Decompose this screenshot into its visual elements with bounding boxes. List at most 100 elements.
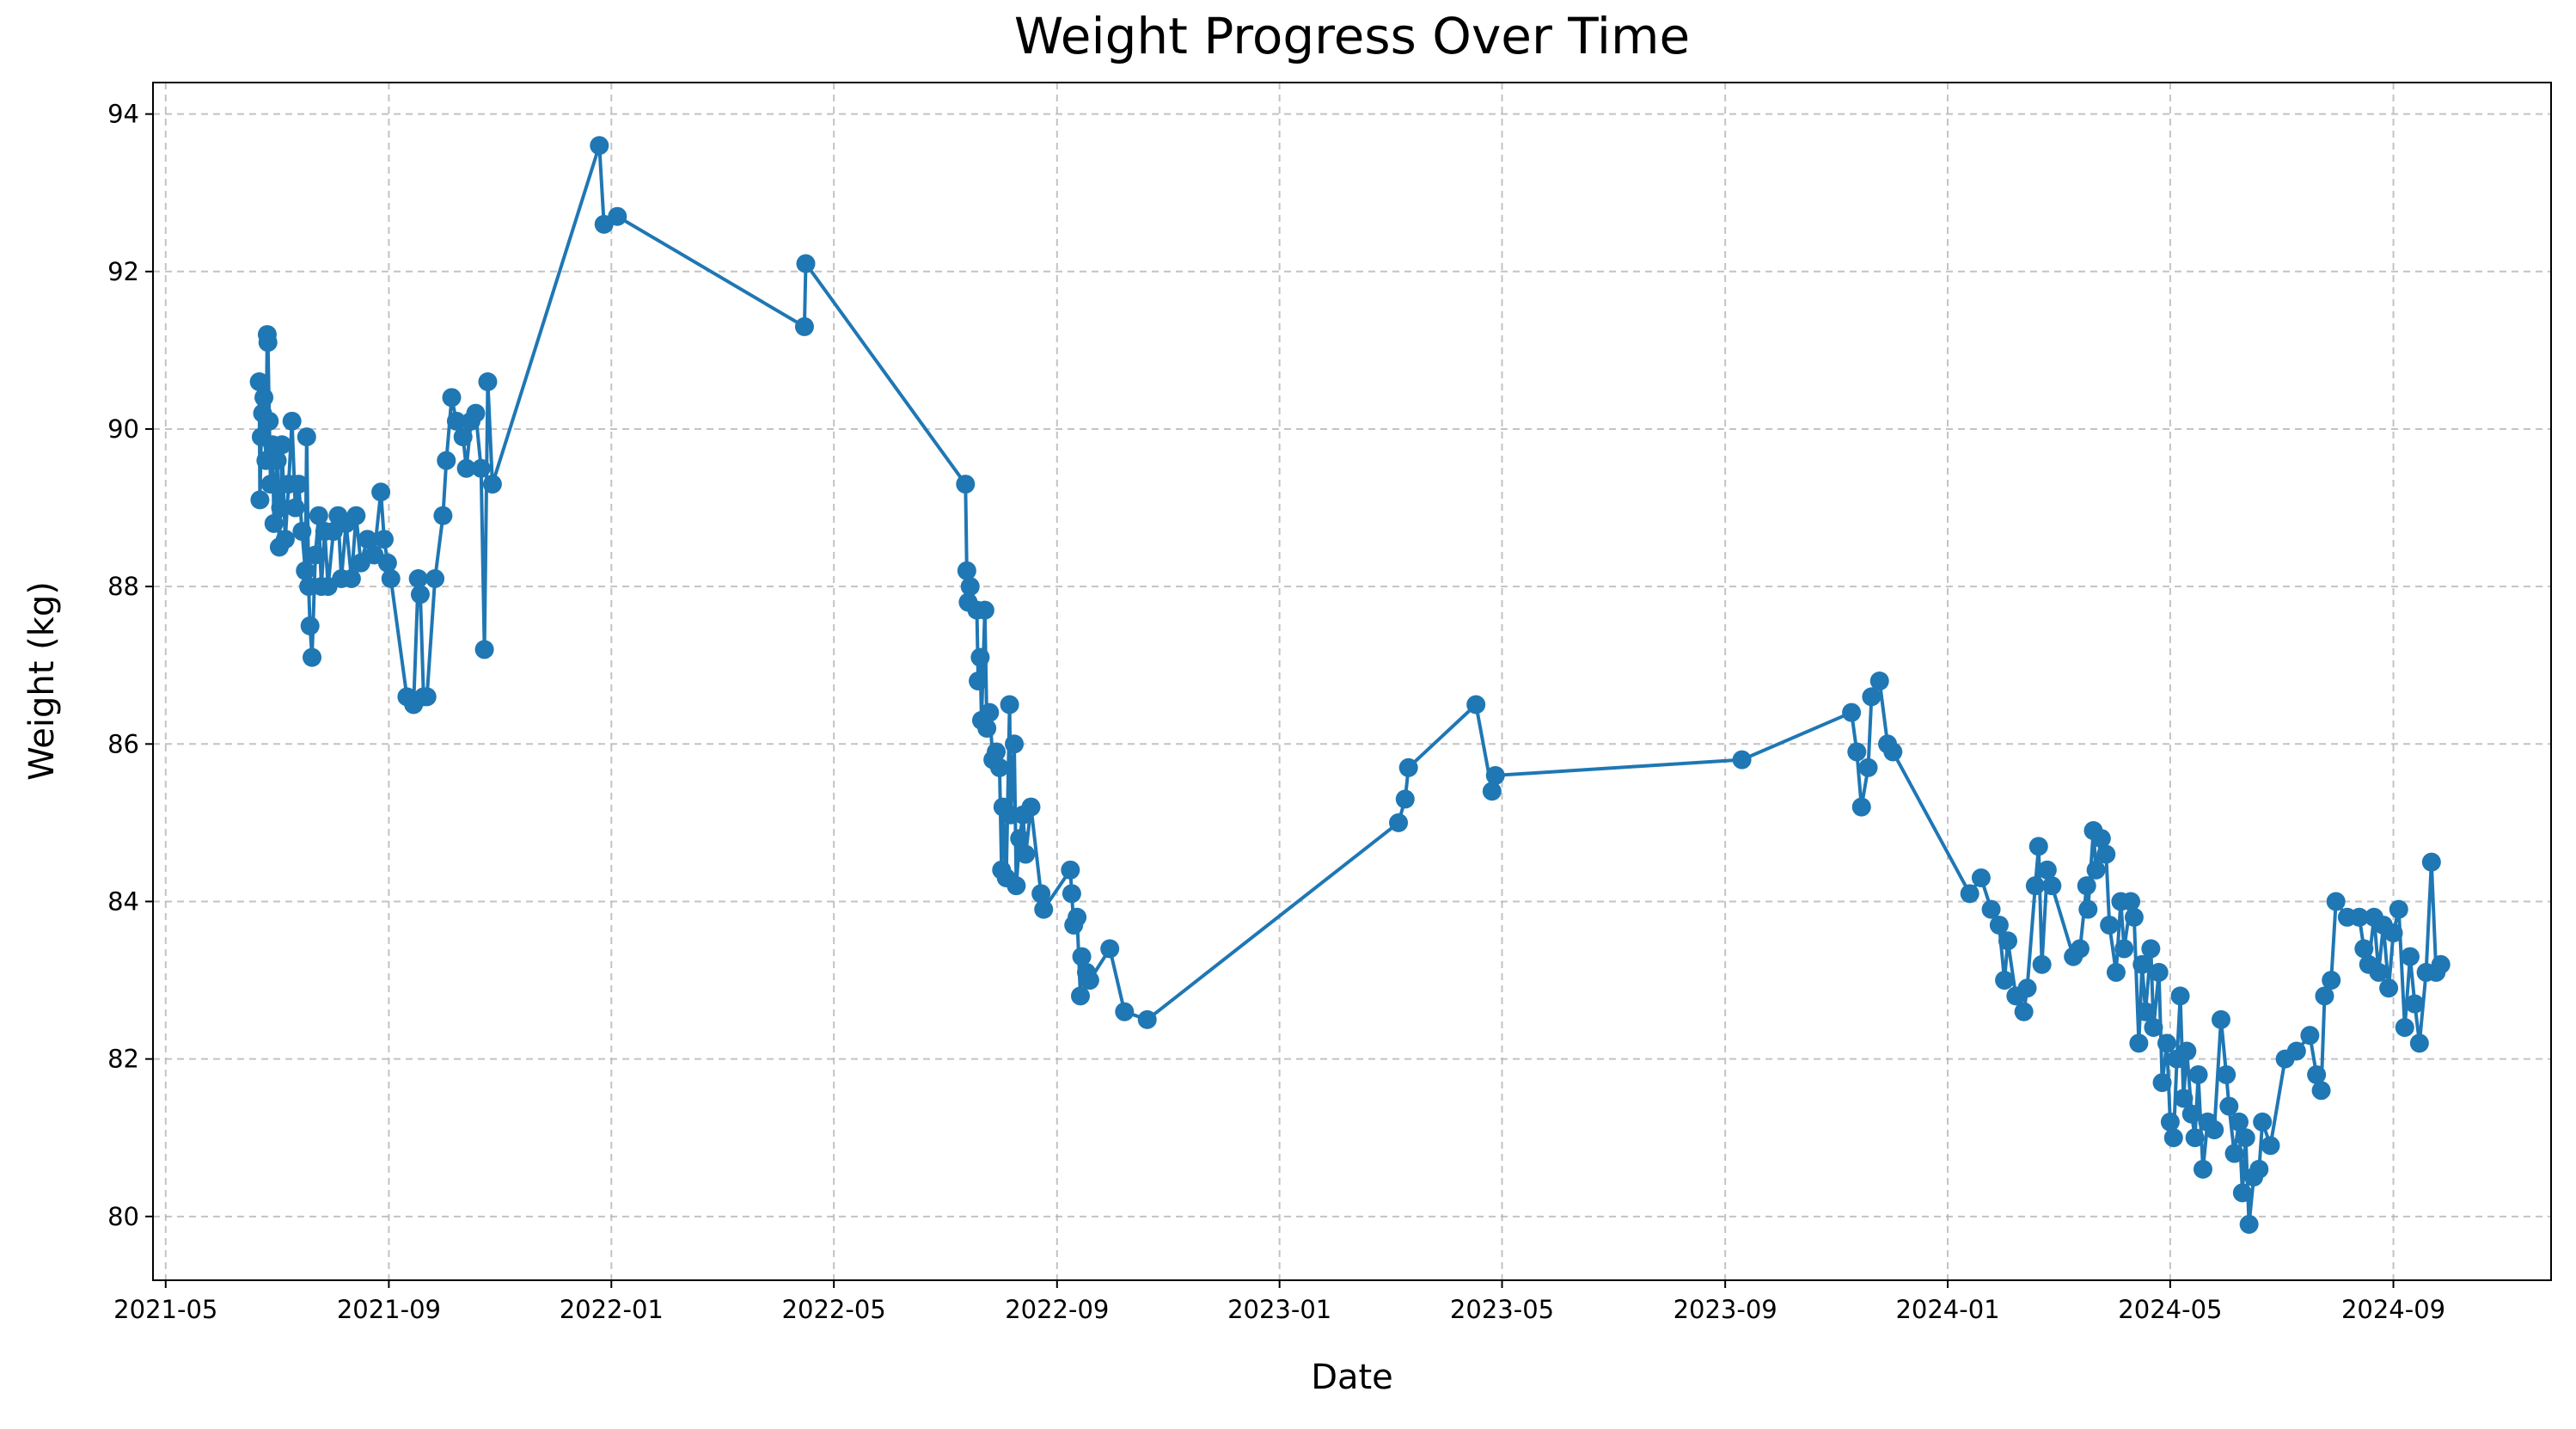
- data-point: [289, 475, 309, 494]
- data-point: [260, 475, 280, 494]
- data-point: [2152, 1073, 2172, 1093]
- data-point: [2249, 1159, 2269, 1179]
- data-point: [2136, 1002, 2156, 1021]
- data-point: [346, 506, 366, 525]
- data-point: [1998, 931, 2017, 951]
- x-tick-label: 2024-09: [2341, 1295, 2445, 1324]
- data-point: [2132, 954, 2152, 974]
- data-point: [1971, 868, 1991, 888]
- chart-title: Weight Progress Over Time: [1014, 7, 1690, 65]
- y-tick-label: 92: [107, 257, 139, 286]
- data-point: [260, 411, 279, 431]
- data-point: [408, 568, 428, 588]
- data-point: [377, 553, 397, 573]
- data-point: [1062, 884, 1081, 904]
- data-point: [1005, 734, 1025, 754]
- data-point: [608, 206, 627, 226]
- data-point: [1960, 884, 1979, 904]
- data-point: [1395, 789, 1415, 809]
- data-point: [2400, 947, 2420, 966]
- x-tick-label: 2023-05: [1450, 1295, 1554, 1324]
- data-point: [590, 136, 609, 156]
- data-point: [1016, 844, 1036, 864]
- y-tick-label: 88: [107, 572, 139, 601]
- data-point: [2129, 1033, 2149, 1053]
- data-point: [2326, 892, 2346, 911]
- data-point: [474, 640, 494, 659]
- data-point: [297, 427, 316, 447]
- data-point: [292, 522, 312, 542]
- y-tick-label: 94: [107, 100, 139, 129]
- data-point: [796, 254, 816, 273]
- data-point: [2389, 899, 2408, 919]
- data-point: [1115, 1002, 1135, 1021]
- data-point: [2037, 860, 2057, 880]
- data-point: [960, 577, 980, 597]
- data-point: [410, 585, 430, 604]
- data-point: [374, 530, 394, 549]
- data-point: [2286, 1041, 2306, 1061]
- data-point: [275, 530, 295, 549]
- data-point: [2315, 986, 2334, 1006]
- data-point: [2354, 939, 2374, 959]
- data-point: [1842, 702, 1862, 722]
- data-point: [381, 568, 401, 588]
- data-point: [285, 498, 305, 518]
- data-point: [2070, 939, 2090, 959]
- x-axis-label: Date: [1311, 1358, 1393, 1397]
- data-point: [2261, 1136, 2280, 1156]
- data-point: [2217, 1064, 2236, 1084]
- data-point: [466, 403, 486, 423]
- data-point: [2014, 1002, 2034, 1021]
- x-tick-label: 2024-01: [1895, 1295, 1999, 1324]
- data-point: [2253, 1112, 2273, 1132]
- data-point: [2219, 1096, 2239, 1116]
- data-point: [1989, 915, 2009, 935]
- data-point: [1858, 757, 1878, 777]
- x-tick-label: 2022-01: [560, 1295, 664, 1324]
- data-point: [2177, 1041, 2197, 1061]
- data-point: [446, 411, 466, 431]
- data-line: [257, 144, 2443, 1226]
- data-point: [478, 372, 498, 392]
- data-point: [969, 672, 988, 691]
- data-point: [2163, 1128, 2183, 1148]
- data-point: [2170, 986, 2190, 1006]
- data-point: [309, 506, 328, 525]
- data-point: [271, 498, 291, 518]
- data-point: [2149, 962, 2169, 982]
- data-point: [2431, 954, 2451, 974]
- x-tick-label: 2021-09: [337, 1295, 441, 1324]
- data-point: [1732, 750, 1752, 770]
- data-point: [264, 513, 284, 533]
- y-tick-label: 90: [107, 414, 139, 444]
- data-point: [1862, 687, 1882, 707]
- data-point: [2369, 962, 2389, 982]
- data-point: [1851, 797, 1871, 817]
- data-point: [2300, 1026, 2320, 1046]
- data-point: [1847, 742, 1867, 762]
- data-point: [272, 435, 292, 455]
- data-point: [254, 388, 274, 408]
- data-point: [1100, 939, 1120, 959]
- data-point: [2114, 939, 2134, 959]
- data-point: [2017, 978, 2037, 998]
- data-point: [2307, 1064, 2327, 1084]
- x-tick-label: 2021-05: [113, 1295, 217, 1324]
- data-point: [417, 687, 437, 707]
- data-point: [1072, 947, 1092, 966]
- data-point: [1981, 899, 2001, 919]
- x-tick-label: 2023-09: [1673, 1295, 1778, 1324]
- data-point: [794, 316, 814, 336]
- data-point: [2028, 837, 2048, 856]
- data-point: [2409, 1033, 2429, 1053]
- data-point: [303, 647, 322, 667]
- data-point: [1021, 797, 1041, 817]
- data-point: [2185, 1128, 2205, 1148]
- data-point: [957, 561, 976, 580]
- data-point: [1010, 829, 1030, 849]
- data-point: [970, 647, 990, 667]
- data-point: [2188, 1064, 2208, 1084]
